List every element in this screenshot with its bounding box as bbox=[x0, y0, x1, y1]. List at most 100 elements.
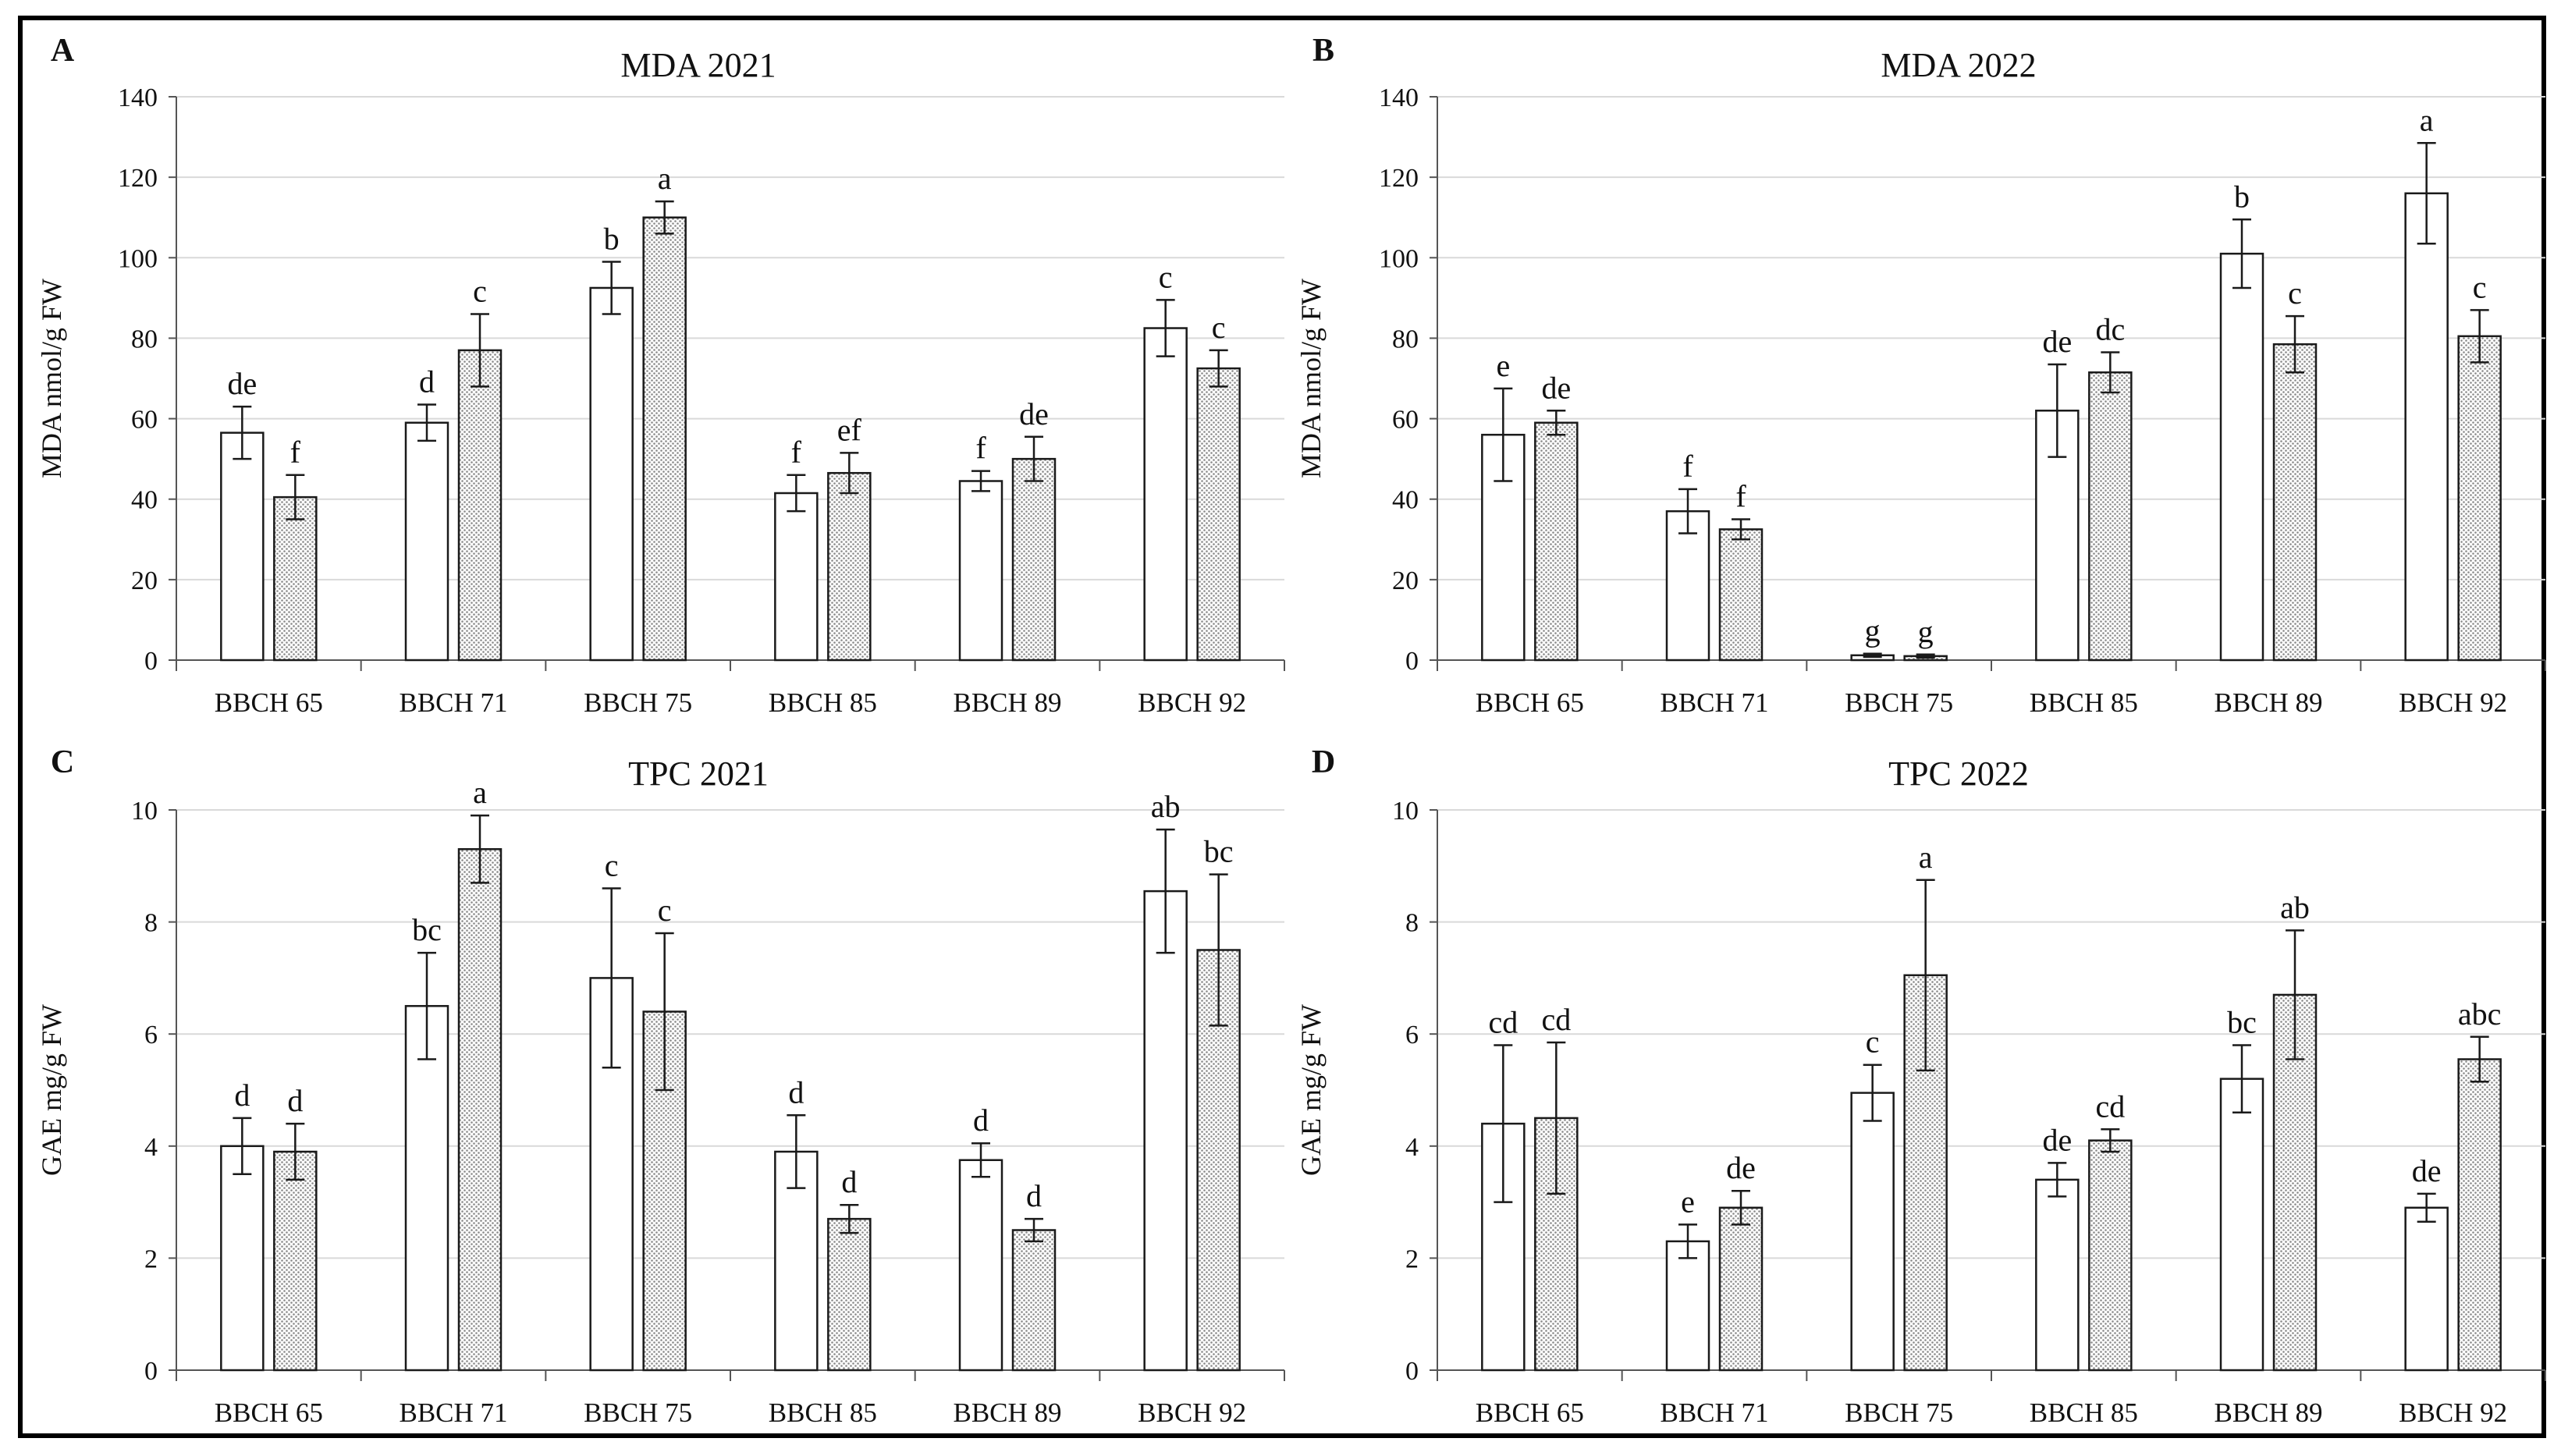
x-tick-label: BBCH 71 bbox=[399, 1397, 507, 1428]
significance-letter: b bbox=[2234, 179, 2250, 214]
significance-letter: f bbox=[975, 431, 986, 466]
bar-treated bbox=[273, 495, 318, 662]
significance-letter: b bbox=[604, 221, 620, 256]
y-axis-title: MDA nmol/g FW bbox=[36, 279, 67, 478]
x-tick-label: BBCH 75 bbox=[1845, 1397, 1953, 1428]
panel-label: A bbox=[51, 33, 75, 69]
bar-treated bbox=[1196, 367, 1241, 662]
panel-label: B bbox=[1312, 33, 1334, 69]
significance-letter: d bbox=[973, 1103, 989, 1138]
significance-letter: c bbox=[1159, 259, 1173, 294]
x-tick-label: BBCH 65 bbox=[1476, 687, 1584, 718]
significance-letter: bc bbox=[1204, 834, 1234, 869]
y-tick-label: 4 bbox=[144, 1133, 158, 1162]
x-tick-label: BBCH 75 bbox=[584, 687, 692, 718]
bar-treated bbox=[457, 848, 503, 1372]
bar-control bbox=[404, 421, 449, 662]
bar-treated bbox=[1011, 457, 1057, 662]
bar-control bbox=[2404, 192, 2449, 662]
significance-letter: c bbox=[605, 848, 619, 883]
chart-title: TPC 2022 bbox=[1888, 755, 2029, 793]
significance-letter: cd bbox=[1541, 1002, 1571, 1037]
significance-letter: cd bbox=[2095, 1088, 2125, 1124]
y-tick-label: 10 bbox=[1392, 797, 1419, 826]
x-tick-label: BBCH 89 bbox=[2214, 687, 2322, 718]
y-tick-label: 20 bbox=[131, 566, 158, 595]
significance-letter: de bbox=[2042, 324, 2072, 359]
significance-letter: f bbox=[1682, 449, 1693, 484]
significance-letter: de bbox=[1726, 1150, 1756, 1185]
significance-letter: d bbox=[841, 1164, 857, 1199]
bar-treated bbox=[2457, 335, 2502, 662]
significance-letter: ab bbox=[2280, 890, 2310, 925]
significance-letter: a bbox=[658, 161, 672, 196]
y-tick-label: 40 bbox=[131, 486, 158, 515]
significance-letter: abc bbox=[2458, 996, 2502, 1032]
bar-treated bbox=[642, 216, 687, 662]
chart-title: MDA 2022 bbox=[1881, 46, 2036, 84]
significance-letter: cd bbox=[1488, 1005, 1518, 1040]
bar-control bbox=[220, 1145, 265, 1372]
y-tick-label: 140 bbox=[118, 83, 158, 112]
x-tick-label: BBCH 89 bbox=[953, 687, 1061, 718]
bar-control bbox=[2219, 1078, 2264, 1372]
significance-letter: de bbox=[2412, 1153, 2442, 1188]
y-tick-label: 8 bbox=[1405, 909, 1419, 938]
significance-letter: bc bbox=[2227, 1005, 2257, 1040]
significance-letter: de bbox=[1019, 396, 1049, 431]
significance-letter: de bbox=[1541, 370, 1571, 405]
significance-letter: e bbox=[1496, 348, 1510, 383]
y-axis-title: MDA nmol/g FW bbox=[1295, 279, 1327, 478]
bar-treated bbox=[1534, 421, 1579, 662]
chart-panel-c: 0 2 4 6 8 10 BBCH 65 d d BBCH 71 bc a BBCH 75 c c BBCH … bbox=[36, 744, 1285, 1428]
y-tick-label: 60 bbox=[1392, 406, 1419, 435]
bar-treated bbox=[827, 471, 872, 662]
x-tick-label: BBCH 71 bbox=[1660, 1397, 1768, 1428]
figure-frame bbox=[18, 16, 2546, 1438]
bar-control bbox=[1665, 1240, 1710, 1372]
y-axis-title: GAE mg/g FW bbox=[1295, 1004, 1327, 1176]
bar-control bbox=[2035, 1178, 2080, 1372]
x-tick-label: BBCH 71 bbox=[399, 687, 507, 718]
x-tick-label: BBCH 65 bbox=[215, 687, 323, 718]
bar-control bbox=[774, 492, 819, 662]
bar-control bbox=[589, 286, 634, 662]
x-tick-label: BBCH 92 bbox=[1138, 687, 1246, 718]
significance-letter: ef bbox=[837, 412, 862, 447]
y-tick-label: 0 bbox=[144, 647, 158, 676]
y-tick-label: 100 bbox=[1379, 244, 1419, 273]
significance-letter: c bbox=[2288, 275, 2302, 311]
bar-control bbox=[958, 480, 1003, 662]
significance-letter: g bbox=[1865, 613, 1881, 648]
x-tick-label: BBCH 75 bbox=[1845, 687, 1953, 718]
bar-treated bbox=[2457, 1058, 2502, 1372]
x-tick-label: BBCH 75 bbox=[584, 1397, 692, 1428]
bar-treated bbox=[273, 1150, 318, 1372]
significance-letter: de bbox=[2042, 1122, 2072, 1157]
significance-letter: c bbox=[1866, 1025, 1880, 1060]
x-tick-label: BBCH 92 bbox=[1138, 1397, 1246, 1428]
significance-letter: de bbox=[227, 366, 257, 401]
y-tick-label: 10 bbox=[131, 797, 158, 826]
significance-letter: c bbox=[473, 273, 487, 308]
y-axis-title: GAE mg/g FW bbox=[36, 1004, 67, 1176]
x-tick-label: BBCH 65 bbox=[215, 1397, 323, 1428]
y-tick-label: 6 bbox=[1405, 1021, 1419, 1049]
y-tick-label: 8 bbox=[144, 909, 158, 938]
panel-label: C bbox=[51, 744, 74, 780]
chart-title: TPC 2021 bbox=[628, 755, 769, 793]
bar-control bbox=[2404, 1206, 2449, 1372]
significance-letter: d bbox=[234, 1078, 250, 1113]
y-tick-label: 80 bbox=[131, 325, 158, 353]
x-tick-label: BBCH 85 bbox=[2030, 1397, 2138, 1428]
significance-letter: e bbox=[1681, 1184, 1695, 1219]
significance-letter: a bbox=[2420, 102, 2434, 137]
bar-treated bbox=[827, 1217, 872, 1372]
y-tick-label: 140 bbox=[1379, 83, 1419, 112]
significance-letter: f bbox=[1735, 479, 1746, 514]
bar-control bbox=[2219, 252, 2264, 662]
y-tick-label: 100 bbox=[118, 244, 158, 273]
y-tick-label: 120 bbox=[1379, 164, 1419, 193]
bar-control bbox=[958, 1159, 1003, 1372]
x-tick-label: BBCH 65 bbox=[1476, 1397, 1584, 1428]
